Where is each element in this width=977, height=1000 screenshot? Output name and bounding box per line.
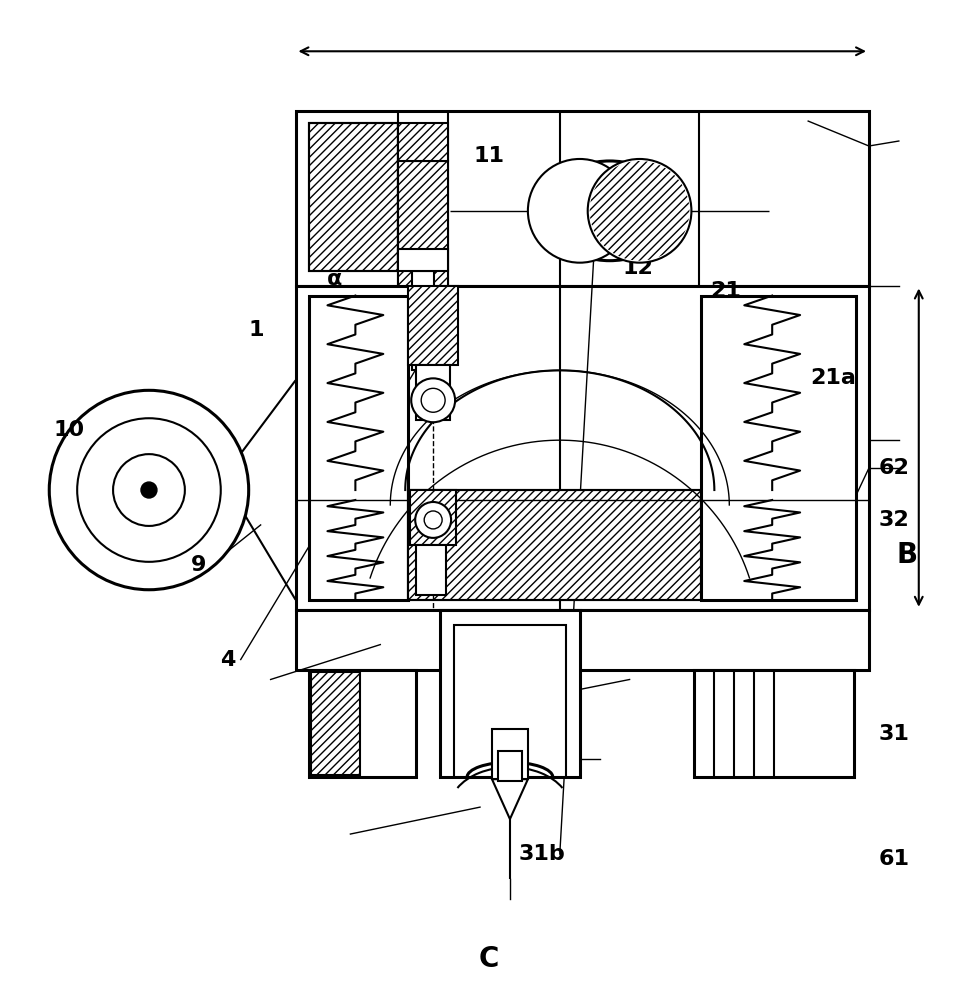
Text: 61: 61	[878, 849, 910, 869]
Text: 21a: 21a	[810, 368, 856, 388]
Text: α: α	[327, 269, 342, 289]
Text: 21: 21	[710, 281, 742, 301]
Text: 1: 1	[249, 320, 265, 340]
Text: C: C	[479, 945, 498, 973]
Circle shape	[411, 378, 455, 422]
Bar	[701, 296, 856, 600]
Bar	[416, 365, 450, 420]
Circle shape	[588, 159, 692, 263]
Text: B: B	[897, 541, 918, 569]
Bar	[440, 610, 579, 777]
Bar	[408, 286, 458, 365]
Text: 4: 4	[220, 650, 235, 670]
Bar	[311, 672, 361, 775]
Bar	[309, 670, 416, 777]
Circle shape	[528, 159, 631, 263]
Bar	[296, 286, 869, 610]
Text: 10: 10	[53, 420, 84, 440]
Ellipse shape	[545, 161, 674, 261]
Bar	[296, 610, 869, 670]
Bar	[454, 625, 566, 777]
Circle shape	[77, 418, 221, 562]
Text: 32: 32	[878, 510, 909, 530]
Bar	[309, 296, 408, 600]
Circle shape	[49, 390, 249, 590]
Text: 31b: 31b	[519, 844, 566, 864]
Bar	[412, 271, 434, 370]
Circle shape	[424, 511, 443, 529]
Circle shape	[113, 454, 185, 526]
Bar	[492, 729, 528, 779]
Bar	[416, 545, 446, 595]
Circle shape	[415, 502, 451, 538]
Bar	[309, 123, 399, 271]
Circle shape	[421, 388, 446, 412]
Bar	[408, 490, 701, 600]
Text: 31: 31	[878, 724, 909, 744]
Bar	[408, 490, 701, 600]
Bar	[296, 111, 869, 286]
Bar	[399, 123, 448, 161]
Bar	[399, 249, 448, 271]
Bar	[498, 751, 522, 781]
Polygon shape	[492, 779, 528, 819]
Text: 12: 12	[623, 258, 654, 278]
Bar	[399, 161, 448, 286]
Bar	[410, 490, 456, 545]
Circle shape	[141, 482, 157, 498]
Text: 11: 11	[473, 146, 504, 166]
Text: 9: 9	[191, 555, 206, 575]
Text: 62: 62	[878, 458, 909, 478]
Bar	[695, 670, 854, 777]
Bar	[309, 123, 399, 271]
